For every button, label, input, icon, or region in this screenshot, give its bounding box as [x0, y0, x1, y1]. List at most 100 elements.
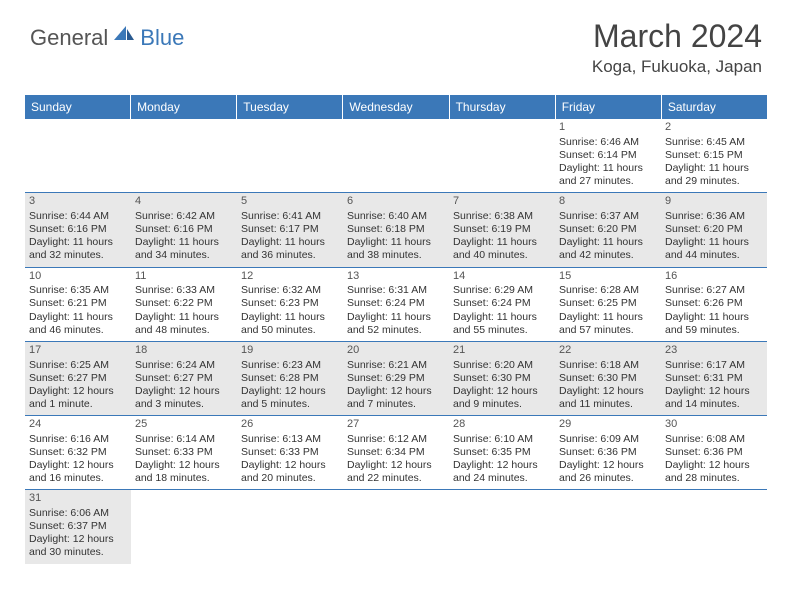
day-cell: 16Sunrise: 6:27 AMSunset: 6:26 PMDayligh… [661, 268, 767, 341]
daylight-text: Daylight: 11 hours and 46 minutes. [29, 311, 127, 337]
day-header: Sunday [25, 95, 131, 119]
sunrise-text: Sunrise: 6:24 AM [135, 359, 233, 372]
week-row: 1Sunrise: 6:46 AMSunset: 6:14 PMDaylight… [25, 119, 767, 193]
day-number: 25 [135, 418, 233, 432]
day-number: 1 [559, 121, 657, 135]
sunset-text: Sunset: 6:23 PM [241, 297, 339, 310]
sunset-text: Sunset: 6:33 PM [241, 446, 339, 459]
day-number: 15 [559, 270, 657, 284]
day-cell: 27Sunrise: 6:12 AMSunset: 6:34 PMDayligh… [343, 416, 449, 489]
day-cell: 31Sunrise: 6:06 AMSunset: 6:37 PMDayligh… [25, 490, 131, 563]
daylight-text: Daylight: 11 hours and 42 minutes. [559, 236, 657, 262]
empty-cell [343, 119, 449, 192]
day-cell: 5Sunrise: 6:41 AMSunset: 6:17 PMDaylight… [237, 193, 343, 266]
sunrise-text: Sunrise: 6:32 AM [241, 284, 339, 297]
sunrise-text: Sunrise: 6:16 AM [29, 433, 127, 446]
empty-cell [237, 490, 343, 563]
sunset-text: Sunset: 6:14 PM [559, 149, 657, 162]
daylight-text: Daylight: 12 hours and 16 minutes. [29, 459, 127, 485]
daylight-text: Daylight: 11 hours and 48 minutes. [135, 311, 233, 337]
sunrise-text: Sunrise: 6:09 AM [559, 433, 657, 446]
day-cell: 26Sunrise: 6:13 AMSunset: 6:33 PMDayligh… [237, 416, 343, 489]
sunrise-text: Sunrise: 6:28 AM [559, 284, 657, 297]
sunrise-text: Sunrise: 6:21 AM [347, 359, 445, 372]
week-row: 3Sunrise: 6:44 AMSunset: 6:16 PMDaylight… [25, 193, 767, 267]
header: General Blue March 2024 Koga, Fukuoka, J… [0, 0, 792, 87]
daylight-text: Daylight: 12 hours and 14 minutes. [665, 385, 763, 411]
sunrise-text: Sunrise: 6:46 AM [559, 136, 657, 149]
sunrise-text: Sunrise: 6:29 AM [453, 284, 551, 297]
day-header: Thursday [450, 95, 556, 119]
sunset-text: Sunset: 6:24 PM [347, 297, 445, 310]
sunrise-text: Sunrise: 6:36 AM [665, 210, 763, 223]
sunset-text: Sunset: 6:27 PM [135, 372, 233, 385]
daylight-text: Daylight: 12 hours and 7 minutes. [347, 385, 445, 411]
sunset-text: Sunset: 6:33 PM [135, 446, 233, 459]
daylight-text: Daylight: 11 hours and 38 minutes. [347, 236, 445, 262]
day-cell: 24Sunrise: 6:16 AMSunset: 6:32 PMDayligh… [25, 416, 131, 489]
sunrise-text: Sunrise: 6:42 AM [135, 210, 233, 223]
day-cell: 8Sunrise: 6:37 AMSunset: 6:20 PMDaylight… [555, 193, 661, 266]
day-number: 19 [241, 344, 339, 358]
daylight-text: Daylight: 12 hours and 1 minute. [29, 385, 127, 411]
sunrise-text: Sunrise: 6:44 AM [29, 210, 127, 223]
day-cell: 15Sunrise: 6:28 AMSunset: 6:25 PMDayligh… [555, 268, 661, 341]
day-cell: 18Sunrise: 6:24 AMSunset: 6:27 PMDayligh… [131, 342, 237, 415]
sunset-text: Sunset: 6:28 PM [241, 372, 339, 385]
logo-sail-icon [112, 24, 138, 47]
sunset-text: Sunset: 6:21 PM [29, 297, 127, 310]
sunrise-text: Sunrise: 6:08 AM [665, 433, 763, 446]
calendar: SundayMondayTuesdayWednesdayThursdayFrid… [25, 95, 767, 564]
day-cell: 17Sunrise: 6:25 AMSunset: 6:27 PMDayligh… [25, 342, 131, 415]
sunset-text: Sunset: 6:17 PM [241, 223, 339, 236]
daylight-text: Daylight: 11 hours and 34 minutes. [135, 236, 233, 262]
sunset-text: Sunset: 6:19 PM [453, 223, 551, 236]
day-number: 12 [241, 270, 339, 284]
empty-cell [25, 119, 131, 192]
empty-cell [449, 490, 555, 563]
day-number: 21 [453, 344, 551, 358]
day-number: 8 [559, 195, 657, 209]
empty-cell [555, 490, 661, 563]
sunset-text: Sunset: 6:20 PM [665, 223, 763, 236]
daylight-text: Daylight: 12 hours and 28 minutes. [665, 459, 763, 485]
sunrise-text: Sunrise: 6:17 AM [665, 359, 763, 372]
empty-cell [449, 119, 555, 192]
daylight-text: Daylight: 12 hours and 11 minutes. [559, 385, 657, 411]
sunset-text: Sunset: 6:37 PM [29, 520, 127, 533]
daylight-text: Daylight: 12 hours and 24 minutes. [453, 459, 551, 485]
sunset-text: Sunset: 6:32 PM [29, 446, 127, 459]
daylight-text: Daylight: 11 hours and 59 minutes. [665, 311, 763, 337]
day-cell: 22Sunrise: 6:18 AMSunset: 6:30 PMDayligh… [555, 342, 661, 415]
sunrise-text: Sunrise: 6:37 AM [559, 210, 657, 223]
day-number: 3 [29, 195, 127, 209]
daylight-text: Daylight: 11 hours and 52 minutes. [347, 311, 445, 337]
day-header: Monday [131, 95, 237, 119]
sunrise-text: Sunrise: 6:40 AM [347, 210, 445, 223]
sunset-text: Sunset: 6:15 PM [665, 149, 763, 162]
daylight-text: Daylight: 11 hours and 44 minutes. [665, 236, 763, 262]
sunset-text: Sunset: 6:35 PM [453, 446, 551, 459]
sunset-text: Sunset: 6:16 PM [135, 223, 233, 236]
logo-text-general: General [30, 25, 108, 51]
sunrise-text: Sunrise: 6:38 AM [453, 210, 551, 223]
day-cell: 25Sunrise: 6:14 AMSunset: 6:33 PMDayligh… [131, 416, 237, 489]
day-cell: 3Sunrise: 6:44 AMSunset: 6:16 PMDaylight… [25, 193, 131, 266]
day-number: 27 [347, 418, 445, 432]
empty-cell [131, 119, 237, 192]
day-header: Wednesday [343, 95, 449, 119]
daylight-text: Daylight: 12 hours and 9 minutes. [453, 385, 551, 411]
daylight-text: Daylight: 12 hours and 22 minutes. [347, 459, 445, 485]
sunrise-text: Sunrise: 6:31 AM [347, 284, 445, 297]
daylight-text: Daylight: 12 hours and 26 minutes. [559, 459, 657, 485]
daylight-text: Daylight: 11 hours and 57 minutes. [559, 311, 657, 337]
sunset-text: Sunset: 6:30 PM [453, 372, 551, 385]
daylight-text: Daylight: 11 hours and 50 minutes. [241, 311, 339, 337]
day-cell: 21Sunrise: 6:20 AMSunset: 6:30 PMDayligh… [449, 342, 555, 415]
daylight-text: Daylight: 12 hours and 20 minutes. [241, 459, 339, 485]
daylight-text: Daylight: 12 hours and 3 minutes. [135, 385, 233, 411]
day-cell: 13Sunrise: 6:31 AMSunset: 6:24 PMDayligh… [343, 268, 449, 341]
day-cell: 9Sunrise: 6:36 AMSunset: 6:20 PMDaylight… [661, 193, 767, 266]
sunrise-text: Sunrise: 6:13 AM [241, 433, 339, 446]
sunset-text: Sunset: 6:26 PM [665, 297, 763, 310]
